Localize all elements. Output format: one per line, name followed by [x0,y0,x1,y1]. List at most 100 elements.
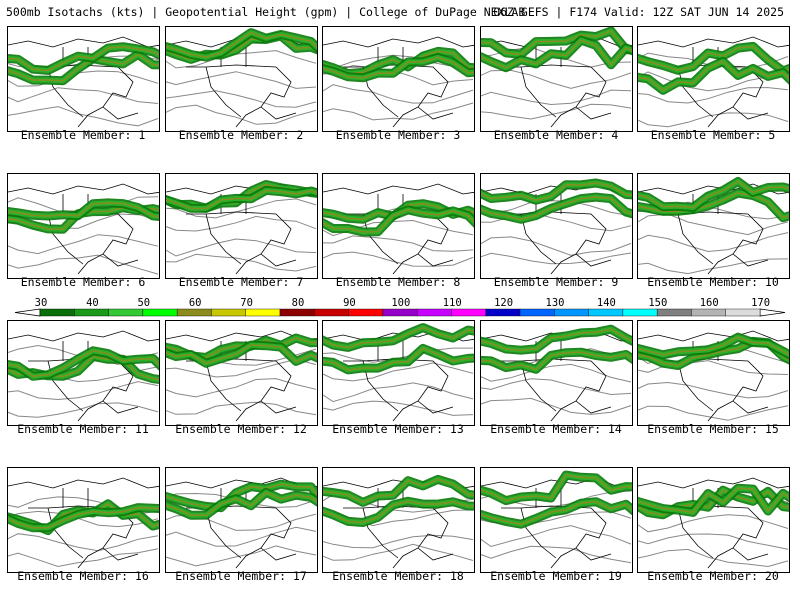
jet-streak [638,192,789,219]
colorbar-swatch [39,308,75,317]
product-title: 500mb Isotachs (kts) | Geopotential Heig… [6,5,526,19]
height-contour [638,381,789,399]
jet-streak [323,326,474,349]
colorbar-swatch [74,308,109,317]
member-caption: Ensemble Member: 12 [175,422,307,436]
colorbar-svg: 30 40 50 60 70 80 90 100 110 120 130 140 150 160 170 [14,297,786,317]
colorbar-label: 60 [189,297,202,309]
colorbar-swatch [554,308,589,317]
height-contour [166,215,317,232]
height-contour [638,360,789,375]
ensemble-panel-5 [637,26,790,132]
colorbar-swatch [211,308,246,317]
coastline [166,330,317,422]
height-contour [481,89,632,106]
ensemble-panel-8 [322,173,475,279]
ensemble-panel-15 [637,320,790,426]
coastline [638,36,789,128]
colorbar-label: 150 [648,297,667,309]
height-contour [323,84,474,104]
colorbar-label: 90 [343,297,356,309]
height-contour [8,87,159,104]
member-caption: Ensemble Member: 16 [17,569,149,583]
map-18 [323,474,474,569]
map-19 [481,470,632,569]
member-caption: Ensemble Member: 4 [493,128,619,142]
coastline [638,477,789,569]
jet-streak [638,336,789,356]
map-2 [166,28,317,128]
member-caption: Ensemble Member: 9 [493,275,619,289]
height-contour [638,87,789,104]
height-contour [323,235,474,252]
height-contour [481,103,632,120]
jet-streak [323,56,474,79]
colorbar-swatch [519,308,555,317]
ensemble-panel-7 [165,173,318,279]
ensemble-panel-14 [480,320,633,426]
jet-streak [323,500,474,524]
map-20 [638,477,789,569]
jet-streak [166,491,317,516]
colorbar-label: 100 [391,297,410,309]
map-3 [323,36,474,128]
map-1 [8,36,159,128]
map-13 [323,323,474,422]
colorbar-swatch [176,308,212,317]
map-6 [8,183,159,275]
jet-streak [481,474,632,502]
colorbar-swatch [485,308,521,317]
height-contour [323,400,474,416]
colorbar-swatch [451,308,486,317]
jet-streak [166,483,317,509]
coastline [8,36,159,128]
height-contour [8,533,159,552]
map-12 [166,330,317,422]
height-contour [166,90,317,108]
member-caption: Ensemble Member: 10 [647,275,779,289]
height-contour [166,526,317,547]
colorbar-swatch [622,308,658,317]
coastline [8,330,159,422]
jet-streak [323,209,474,233]
height-contour [8,106,159,127]
map-14 [481,324,632,422]
height-contour [481,397,632,415]
colorbar: 30 40 50 60 70 80 90 100 110 120 130 140 150 160 170 [0,296,800,320]
coastline [638,330,789,422]
height-contour [481,211,632,232]
height-contour [638,258,789,275]
colorbar-swatch [142,308,178,317]
colorbar-swatch [588,308,624,317]
map-5 [638,36,789,128]
height-contour [481,525,632,548]
colorbar-swatch [348,308,384,317]
colorbar-swatch [108,308,144,317]
map-10 [638,177,789,275]
height-contour [166,71,317,89]
member-caption: Ensemble Member: 11 [17,422,149,436]
jet-streak [481,351,632,371]
colorbar-label: 110 [443,297,462,309]
map-9 [481,178,632,275]
ensemble-panel-18 [322,467,475,573]
height-contour [481,69,632,89]
map-17 [166,477,317,569]
height-contour [8,402,159,418]
colorbar-right-arrow [759,308,786,317]
member-caption: Ensemble Member: 14 [490,422,622,436]
member-caption: Ensemble Member: 18 [332,569,464,583]
height-contour [638,533,789,550]
ensemble-panel-10 [637,173,790,279]
jet-streak [638,180,789,209]
jet-streak [8,53,159,82]
ensemble-panel-17 [165,467,318,573]
ensemble-panel-2 [165,26,318,132]
ensemble-panel-3 [322,26,475,132]
jet-streak [638,60,789,92]
map-15 [638,330,789,422]
colorbar-swatch [279,308,315,317]
colorbar-label: 160 [700,297,719,309]
map-4 [481,27,632,128]
jet-streak [481,30,632,56]
